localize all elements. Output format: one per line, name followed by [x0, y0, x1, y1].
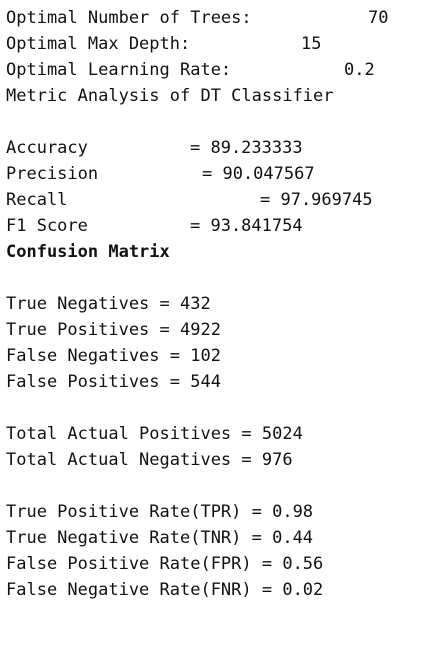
true-positives-text: True Positives = 4922 [6, 320, 221, 340]
true-positives-line: True Positives = 4922 [6, 319, 416, 345]
fnr-text: False Negative Rate(FNR) = 0.02 [6, 580, 324, 600]
tnr-text: True Negative Rate(TNR) = 0.44 [6, 528, 314, 548]
optimal-trees-value: 70 [368, 8, 389, 28]
spacer [6, 397, 416, 423]
recall-value: = 97.969745 [260, 190, 373, 210]
fpr-text: False Positive Rate(FPR) = 0.56 [6, 554, 324, 574]
console-output: Optimal Number of Trees: 70 Optimal Max … [6, 7, 416, 605]
false-positives-line: False Positives = 544 [6, 371, 416, 397]
accuracy-line: Accuracy = 89.233333 [6, 137, 416, 163]
tpr-line: True Positive Rate(TPR) = 0.98 [6, 501, 416, 527]
tnr-line: True Negative Rate(TNR) = 0.44 [6, 527, 416, 553]
precision-line: Precision = 90.047567 [6, 163, 416, 189]
f1-label: F1 Score [6, 216, 88, 236]
optimal-lr-line: Optimal Learning Rate: 0.2 [6, 59, 416, 85]
accuracy-value: = 89.233333 [190, 138, 303, 158]
total-actual-negatives-text: Total Actual Negatives = 976 [6, 450, 293, 470]
optimal-trees-label: Optimal Number of Trees: [6, 8, 252, 28]
recall-label: Recall [6, 190, 68, 210]
false-negatives-line: False Negatives = 102 [6, 345, 416, 371]
true-negatives-text: True Negatives = 432 [6, 294, 211, 314]
spacer [6, 111, 416, 137]
false-negatives-text: False Negatives = 102 [6, 346, 221, 366]
total-actual-negatives-line: Total Actual Negatives = 976 [6, 449, 416, 475]
confusion-heading-text: Confusion Matrix [6, 242, 170, 262]
fnr-line: False Negative Rate(FNR) = 0.02 [6, 579, 416, 605]
precision-value: = 90.047567 [202, 164, 315, 184]
tpr-text: True Positive Rate(TPR) = 0.98 [6, 502, 314, 522]
spacer [6, 267, 416, 293]
spacer [6, 475, 416, 501]
confusion-heading: Confusion Matrix [6, 241, 416, 267]
optimal-depth-value: 15 [301, 34, 322, 54]
total-actual-positives-line: Total Actual Positives = 5024 [6, 423, 416, 449]
false-positives-text: False Positives = 544 [6, 372, 221, 392]
optimal-depth-label: Optimal Max Depth: [6, 34, 191, 54]
optimal-trees-line: Optimal Number of Trees: 70 [6, 7, 416, 33]
optimal-lr-value: 0.2 [344, 60, 375, 80]
total-actual-positives-text: Total Actual Positives = 5024 [6, 424, 303, 444]
metrics-heading: Metric Analysis of DT Classifier [6, 85, 416, 111]
optimal-depth-line: Optimal Max Depth: 15 [6, 33, 416, 59]
f1-value: = 93.841754 [190, 216, 303, 236]
fpr-line: False Positive Rate(FPR) = 0.56 [6, 553, 416, 579]
optimal-lr-label: Optimal Learning Rate: [6, 60, 232, 80]
true-negatives-line: True Negatives = 432 [6, 293, 416, 319]
metrics-heading-text: Metric Analysis of DT Classifier [6, 86, 334, 106]
accuracy-label: Accuracy [6, 138, 88, 158]
recall-line: Recall = 97.969745 [6, 189, 416, 215]
precision-label: Precision [6, 164, 99, 184]
f1-line: F1 Score = 93.841754 [6, 215, 416, 241]
